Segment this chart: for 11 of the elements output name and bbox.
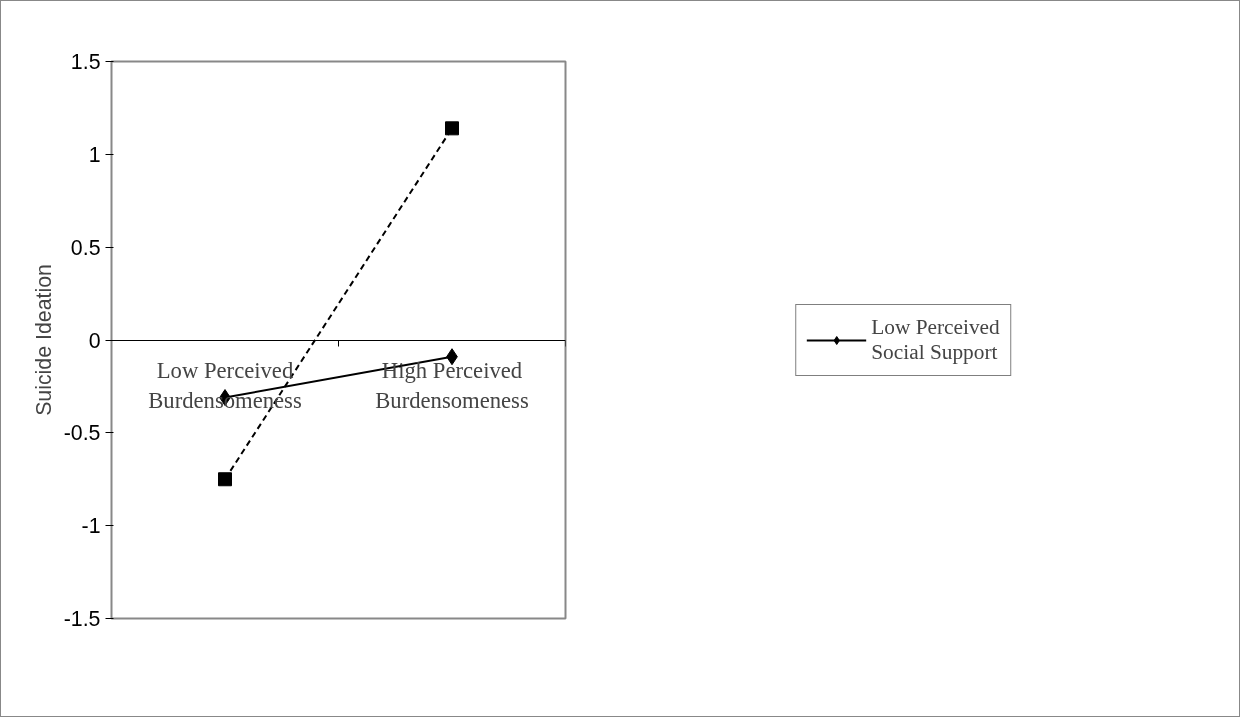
- y-tick-label: 0.5: [70, 235, 101, 260]
- y-tick-label: 1: [88, 142, 101, 167]
- y-tick-label: -0.5: [63, 421, 101, 446]
- y-tick-label: -1.5: [63, 607, 101, 631]
- legend-label: Low Perceived Social Support: [871, 314, 1000, 365]
- y-tick-label: -1: [81, 514, 101, 539]
- y-tick-label: 1.5: [70, 50, 101, 74]
- y-tick-label: 0: [88, 328, 101, 353]
- y-axis-title: Suicide Ideation: [31, 264, 56, 416]
- point: [445, 121, 459, 136]
- point: [218, 472, 232, 487]
